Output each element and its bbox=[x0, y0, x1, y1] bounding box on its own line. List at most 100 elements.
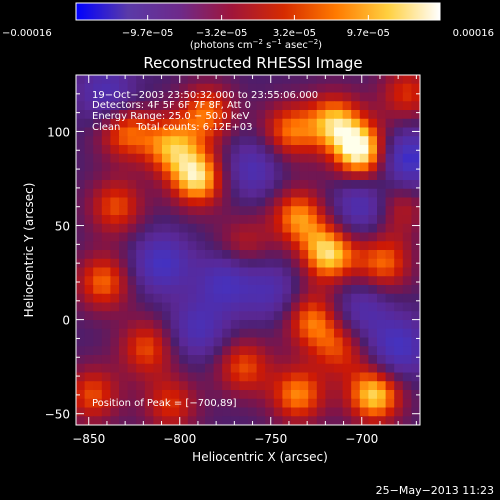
heatmap-cell bbox=[222, 241, 232, 251]
heatmap-cell bbox=[84, 197, 94, 207]
heatmap-cell bbox=[368, 337, 378, 347]
heatmap-cell bbox=[402, 83, 412, 94]
heatmap-cell bbox=[239, 110, 249, 120]
heatmap-cell bbox=[222, 398, 232, 409]
heatmap-cell bbox=[230, 302, 240, 312]
heatmap-cell bbox=[282, 258, 292, 269]
heatmap-cell bbox=[127, 188, 137, 199]
heatmap-cell bbox=[248, 241, 258, 251]
heatmap-cell bbox=[187, 110, 197, 120]
heatmap-cell bbox=[411, 381, 420, 391]
heatmap-cell bbox=[222, 223, 232, 234]
heatmap-cell bbox=[316, 355, 326, 365]
heatmap-cell bbox=[377, 258, 387, 269]
heatmap-cell bbox=[273, 355, 283, 365]
heatmap-cell bbox=[205, 328, 215, 339]
heatmap-cell bbox=[411, 83, 420, 94]
heatmap-cell bbox=[308, 372, 318, 382]
heatmap-cell bbox=[144, 285, 154, 295]
heatmap-cell bbox=[377, 416, 387, 425]
heatmap-cell bbox=[402, 302, 412, 312]
heatmap-cell bbox=[265, 258, 275, 269]
heatmap-cell bbox=[196, 92, 206, 102]
heatmap-cell bbox=[351, 136, 361, 146]
heatmap-cell bbox=[84, 188, 94, 199]
heatmap-cell bbox=[76, 241, 86, 251]
heatmap-cell bbox=[196, 83, 206, 94]
heatmap-cell bbox=[377, 215, 387, 225]
heatmap-cell bbox=[308, 337, 318, 347]
heatmap-cell bbox=[230, 180, 240, 190]
heatmap-cell bbox=[110, 153, 120, 164]
heatmap-cell bbox=[325, 101, 335, 111]
heatmap-cell bbox=[179, 197, 189, 207]
heatmap-cell bbox=[170, 188, 180, 199]
heatmap-cell bbox=[411, 337, 420, 347]
heatmap-cell bbox=[136, 337, 146, 347]
heatmap-cell bbox=[101, 346, 111, 356]
heatmap-cell bbox=[101, 416, 111, 425]
heatmap-cell bbox=[153, 293, 163, 304]
heatmap-cell bbox=[101, 101, 111, 111]
heatmap-cell bbox=[144, 215, 154, 225]
heatmap-cell bbox=[359, 258, 369, 269]
heatmap-cell bbox=[196, 293, 206, 304]
heatmap-cell bbox=[93, 285, 103, 295]
heatmap-cell bbox=[282, 180, 292, 190]
heatmap-cell bbox=[402, 110, 412, 120]
heatmap-cell bbox=[170, 276, 180, 286]
heatmap-cell bbox=[325, 337, 335, 347]
heatmap-cell bbox=[377, 311, 387, 321]
heatmap-cell bbox=[101, 250, 111, 260]
heatmap-cell bbox=[299, 215, 309, 225]
heatmap-cell bbox=[342, 153, 352, 164]
heatmap-cell bbox=[385, 127, 395, 137]
heatmap-cell bbox=[153, 363, 163, 374]
heatmap-cell bbox=[239, 241, 249, 251]
heatmap-cell bbox=[205, 250, 215, 260]
heatmap-cell bbox=[342, 372, 352, 382]
heatmap-cell bbox=[187, 206, 197, 216]
heatmap-cell bbox=[291, 197, 301, 207]
heatmap-cell bbox=[256, 145, 266, 155]
heatmap-cell bbox=[402, 337, 412, 347]
heatmap-cell bbox=[187, 118, 197, 129]
heatmap-cell bbox=[411, 188, 420, 199]
heatmap-cell bbox=[359, 223, 369, 234]
heatmap-cell bbox=[282, 223, 292, 234]
heatmap-cell bbox=[144, 276, 154, 286]
heatmap-cell bbox=[93, 127, 103, 137]
heatmap-cell bbox=[308, 293, 318, 304]
heatmap-cell bbox=[325, 215, 335, 225]
heatmap-cell bbox=[162, 328, 172, 339]
heatmap-cell bbox=[153, 171, 163, 181]
heatmap-cell bbox=[170, 206, 180, 216]
heatmap-cell bbox=[368, 101, 378, 111]
heatmap-cell bbox=[127, 241, 137, 251]
heatmap-cell bbox=[93, 407, 103, 417]
heatmap-cell bbox=[179, 372, 189, 382]
colorbar-tick-label: −9.7e−05 bbox=[122, 28, 174, 39]
heatmap-cell bbox=[402, 92, 412, 102]
heatmap-cell bbox=[93, 390, 103, 400]
heatmap-cell bbox=[119, 416, 129, 425]
heatmap-cell bbox=[222, 188, 232, 199]
heatmap-cell bbox=[273, 363, 283, 374]
heatmap-cell bbox=[239, 188, 249, 199]
heatmap-cell bbox=[325, 398, 335, 409]
heatmap-cell bbox=[359, 407, 369, 417]
heatmap-cell bbox=[299, 75, 309, 85]
heatmap-cell bbox=[411, 180, 420, 190]
heatmap-cell bbox=[213, 311, 223, 321]
heatmap-cell bbox=[239, 118, 249, 129]
heatmap-cell bbox=[334, 293, 344, 304]
heatmap-cell bbox=[248, 398, 258, 409]
heatmap-cell bbox=[119, 188, 129, 199]
heatmap-cell bbox=[291, 346, 301, 356]
heatmap-cell bbox=[187, 180, 197, 190]
plot-frame bbox=[75, 74, 421, 426]
heatmap-cell bbox=[162, 320, 172, 330]
heatmap-cell bbox=[273, 180, 283, 190]
heatmap-cell bbox=[127, 416, 137, 425]
heatmap-cell bbox=[179, 416, 189, 425]
